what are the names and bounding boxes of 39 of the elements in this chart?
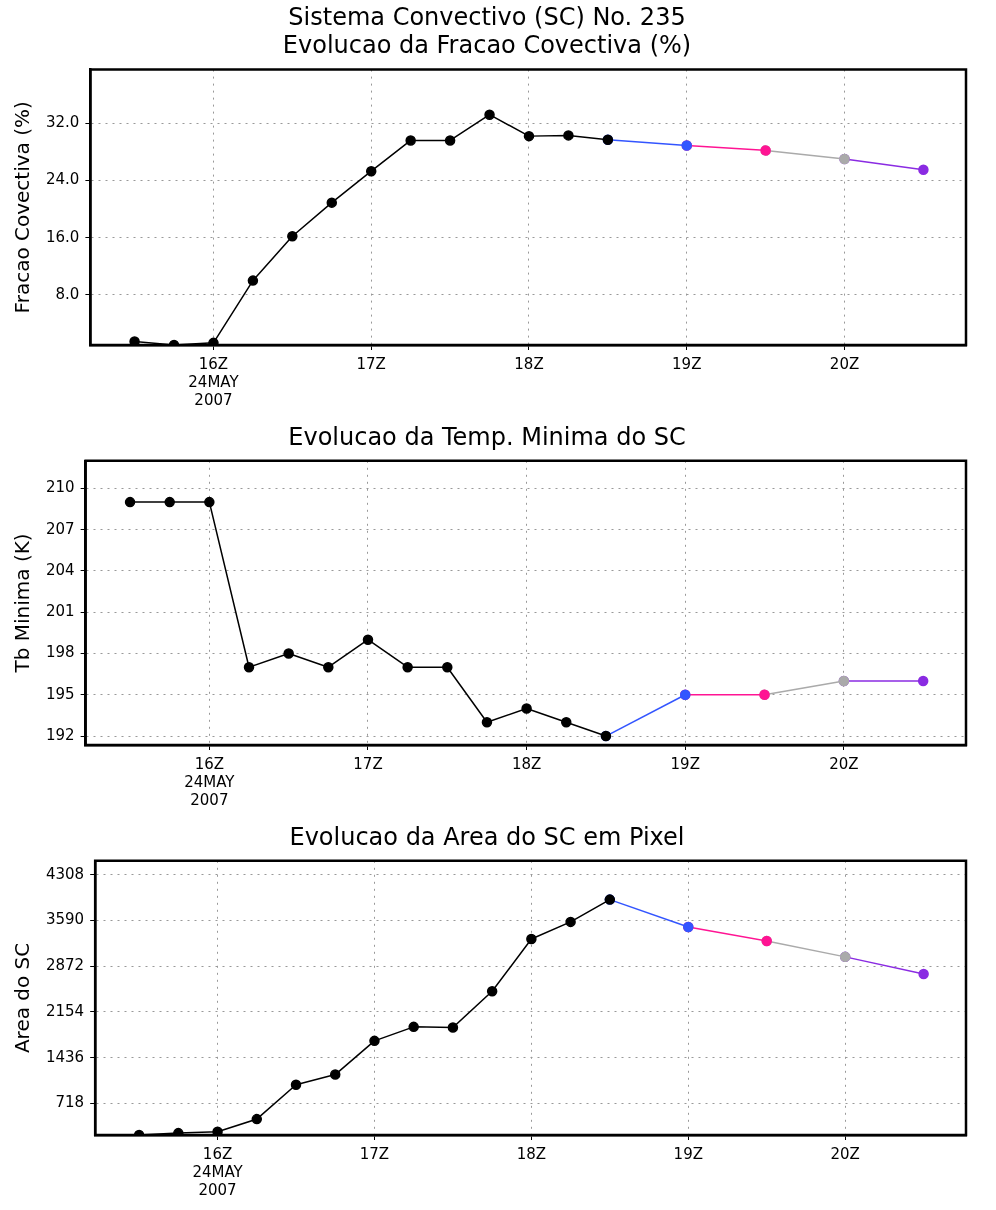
- y-tick-label: 718: [55, 1093, 85, 1112]
- y-axis-title: Tb Minima (K): [10, 533, 35, 674]
- y-tick-label: 3590: [45, 910, 85, 929]
- y-axis-title: Fracao Covectiva (%): [10, 101, 35, 314]
- x-tick-label: 17Z: [359, 1144, 390, 1163]
- x-tick-label: 18Z: [516, 1144, 547, 1163]
- y-tick-label: 8.0: [55, 284, 80, 303]
- x-tick-label: 20Z: [829, 354, 860, 373]
- y-tick-label: 16.0: [45, 227, 80, 246]
- y-tick-label: 32.0: [45, 113, 80, 132]
- chart-title: Evolucao da Temp. Minima do SC: [288, 422, 686, 451]
- y-tick-label: 24.0: [45, 170, 80, 189]
- y-tick-label: 198: [45, 643, 75, 662]
- x-tick-label: 18Z: [511, 754, 542, 773]
- x-tick-label: 17Z: [356, 354, 386, 373]
- x-tick-label: 18Z: [514, 354, 544, 373]
- y-tick-label: 2872: [45, 956, 85, 975]
- chart-title: Sistema Convectivo (SC) No. 235: [288, 2, 686, 31]
- y-tick-label: 195: [45, 684, 75, 703]
- y-tick-label: 201: [45, 602, 75, 621]
- x-tick-label: 19Z: [670, 754, 700, 773]
- x-tick-label: 19Z: [673, 1144, 703, 1163]
- x-tick-label: 16Z 24MAY 2007: [192, 1144, 244, 1199]
- y-tick-label: 207: [45, 519, 75, 538]
- chart-title: Evolucao da Area do SC em Pixel: [289, 822, 685, 851]
- chart-subtitle: Evolucao da Fracao Covectiva (%): [282, 31, 692, 60]
- y-tick-label: 204: [45, 560, 75, 579]
- y-axis-title: Area do SC: [10, 942, 35, 1054]
- x-tick-label: 20Z: [830, 1144, 860, 1163]
- x-tick-label: 20Z: [829, 754, 859, 773]
- x-tick-label: 19Z: [672, 354, 702, 373]
- y-tick-label: 2154: [45, 1001, 85, 1020]
- y-tick-label: 192: [45, 725, 75, 744]
- x-tick-label: 17Z: [353, 754, 383, 773]
- y-tick-label: 4308: [45, 864, 85, 883]
- y-tick-label: 1436: [45, 1047, 85, 1066]
- y-tick-label: 210: [45, 478, 75, 497]
- x-tick-label: 16Z 24MAY 2007: [188, 354, 240, 409]
- x-tick-label: 16Z 24MAY 2007: [184, 754, 236, 809]
